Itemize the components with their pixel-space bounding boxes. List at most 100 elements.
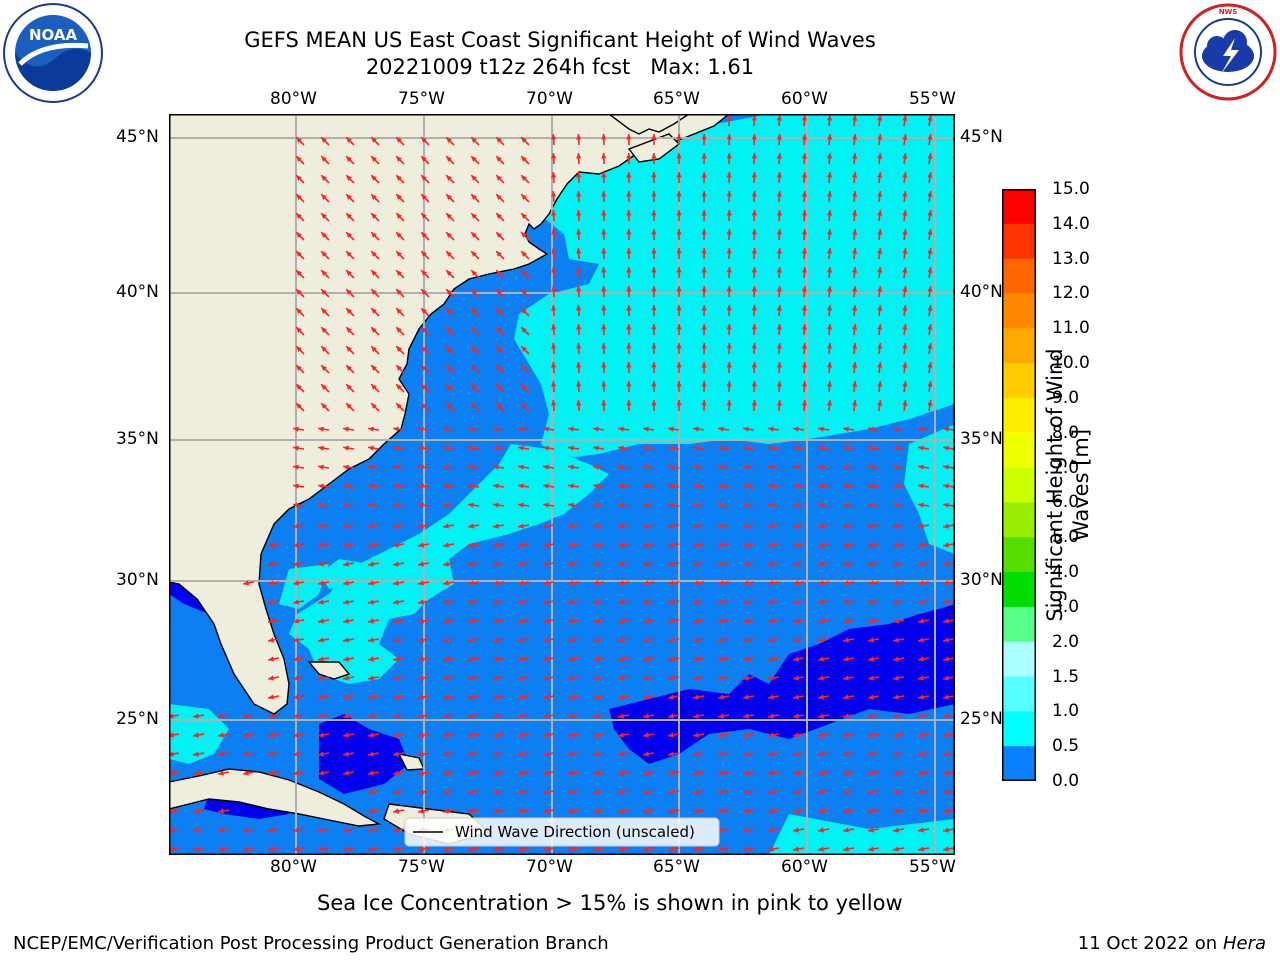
wind-wave-arrow xyxy=(468,751,480,757)
wind-wave-arrow xyxy=(893,502,905,508)
wind-wave-arrow xyxy=(370,307,380,317)
colorbar-band xyxy=(1002,363,1036,399)
wind-wave-arrow xyxy=(493,694,505,700)
wind-wave-arrow xyxy=(543,637,555,643)
wind-wave-arrow xyxy=(768,713,780,719)
wind-wave-arrow xyxy=(693,483,705,489)
wind-wave-arrow xyxy=(801,304,808,317)
wind-wave-arrow xyxy=(918,445,930,451)
wind-wave-arrow xyxy=(693,713,705,719)
wind-wave-arrow xyxy=(395,250,405,260)
wind-wave-arrow xyxy=(551,361,557,374)
wind-wave-arrow xyxy=(601,323,607,336)
wind-wave-arrow xyxy=(751,247,757,260)
wind-wave-arrow xyxy=(368,675,380,681)
wind-wave-arrow xyxy=(893,694,905,700)
wind-wave-arrow xyxy=(877,171,883,184)
wind-wave-arrow xyxy=(668,637,680,643)
wind-wave-arrow xyxy=(518,483,530,489)
map-legend: Wind Wave Direction (unscaled) xyxy=(404,817,720,847)
wind-wave-arrow xyxy=(793,751,805,757)
wind-wave-arrow xyxy=(568,751,580,757)
wind-wave-arrow xyxy=(868,789,880,795)
wind-wave-arrow xyxy=(518,789,530,795)
wind-wave-arrow xyxy=(902,399,908,412)
wind-wave-arrow xyxy=(618,808,630,814)
wind-wave-arrow xyxy=(393,580,405,586)
wind-wave-arrow xyxy=(618,637,630,643)
wind-wave-arrow xyxy=(852,247,858,260)
wind-wave-arrow xyxy=(568,523,580,529)
wind-wave-arrow xyxy=(318,502,330,508)
colorbar-tick-label: 5.0 xyxy=(1052,527,1080,548)
wind-wave-arrow xyxy=(918,542,930,548)
wind-wave-arrow xyxy=(368,770,380,776)
wind-wave-arrow xyxy=(418,426,430,432)
wind-wave-arrow xyxy=(927,210,933,222)
wind-wave-arrow xyxy=(868,751,880,757)
lat-label-right-45n: 45°N xyxy=(960,127,1003,147)
wind-wave-arrow xyxy=(793,675,805,681)
wind-wave-arrow xyxy=(320,250,330,260)
wind-wave-arrow xyxy=(495,193,505,203)
wind-wave-arrow xyxy=(743,561,755,567)
colorbar-swatches xyxy=(1002,189,1036,782)
wind-wave-arrow xyxy=(852,152,858,165)
wind-wave-arrow xyxy=(801,361,808,374)
wind-wave-arrow xyxy=(668,808,680,814)
wind-wave-arrow xyxy=(345,193,355,203)
wind-wave-arrow xyxy=(726,304,732,317)
wind-wave-arrow xyxy=(701,361,707,374)
wind-wave-arrow xyxy=(893,426,905,432)
wind-wave-arrow xyxy=(293,694,305,700)
wind-wave-arrow xyxy=(826,190,833,203)
wind-wave-arrow xyxy=(418,656,430,662)
wind-wave-arrow xyxy=(495,288,505,298)
wind-wave-arrow xyxy=(495,326,505,336)
wind-wave-arrow xyxy=(668,502,680,508)
colorbar-band xyxy=(1002,676,1036,712)
wind-wave-arrow xyxy=(443,694,455,700)
wind-wave-arrow xyxy=(918,789,930,795)
wind-wave-arrow xyxy=(676,285,682,298)
wind-wave-arrow xyxy=(618,426,630,432)
wind-wave-arrow xyxy=(493,846,505,852)
wind-wave-arrow xyxy=(520,383,530,393)
wind-wave-arrow xyxy=(493,426,505,432)
colorbar-label: Significant Height of Wind Waves [m] xyxy=(1042,345,1094,625)
wind-wave-arrow xyxy=(776,190,782,203)
wind-wave-arrow xyxy=(295,402,305,412)
wind-wave-arrow xyxy=(701,266,707,279)
wind-wave-arrow xyxy=(927,191,933,203)
wind-wave-arrow xyxy=(343,713,355,719)
wind-wave-arrow xyxy=(320,269,330,279)
wind-wave-arrow xyxy=(493,580,505,586)
date-stamp: 11 Oct 2022 on Hera xyxy=(1078,933,1266,954)
wind-wave-arrow xyxy=(693,694,705,700)
lon-label-top-65w: 65°W xyxy=(653,89,700,109)
colorbar-band xyxy=(1002,223,1036,260)
wind-wave-arrow xyxy=(593,599,605,605)
wind-wave-arrow xyxy=(320,364,330,374)
wind-wave-arrow xyxy=(520,288,530,298)
wind-wave-arrow xyxy=(902,323,908,336)
wind-wave-arrow xyxy=(651,361,657,374)
wind-wave-arrow xyxy=(843,580,855,586)
wind-wave-arrow xyxy=(943,599,955,605)
wind-wave-arrow xyxy=(393,713,405,719)
wind-wave-arrow xyxy=(420,326,430,336)
wind-wave-arrow xyxy=(843,732,855,738)
wind-wave-arrow xyxy=(370,193,380,203)
wind-wave-arrow xyxy=(601,133,607,146)
wind-wave-arrow xyxy=(818,618,830,624)
wind-wave-arrow xyxy=(751,114,757,127)
wind-wave-arrow xyxy=(818,846,830,852)
wind-wave-arrow xyxy=(843,751,855,757)
wind-wave-arrow xyxy=(902,304,908,317)
wind-wave-arrow xyxy=(843,656,855,662)
wind-wave-arrow xyxy=(743,656,755,662)
wind-wave-arrow xyxy=(243,580,255,586)
wind-wave-arrow xyxy=(843,694,855,700)
wind-wave-arrow xyxy=(868,656,880,662)
wind-wave-arrow xyxy=(601,342,607,355)
